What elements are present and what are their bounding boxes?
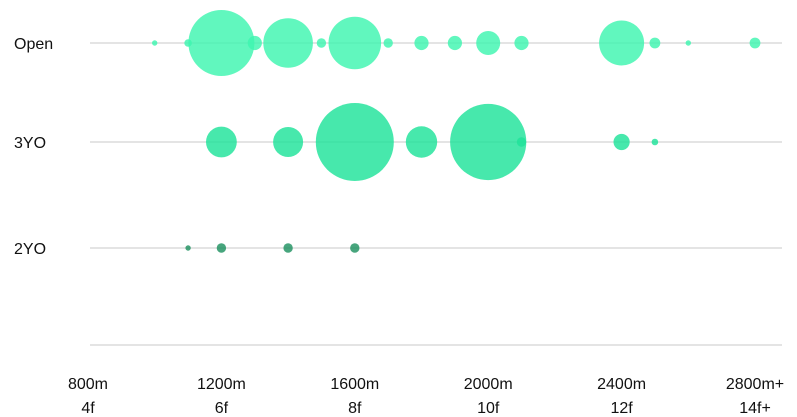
x-tick-label-meters: 1200m <box>197 376 246 393</box>
x-tick-label-furlongs: 14f+ <box>739 400 771 417</box>
x-tick-label-meters: 2400m <box>597 376 646 393</box>
x-tick-label-furlongs: 4f <box>81 400 95 417</box>
bubble-3yo-1200[interactable] <box>206 126 237 158</box>
bubble-open-1900[interactable] <box>447 35 462 51</box>
x-tick-label-furlongs: 12f <box>610 400 633 417</box>
row-label-open: Open <box>14 36 53 53</box>
bubble-3yo-1400[interactable] <box>273 127 304 157</box>
bubble-open-2100[interactable] <box>514 35 529 51</box>
row-label-2yo: 2YO <box>14 241 46 258</box>
bubble-2yo-1400[interactable] <box>283 243 293 253</box>
bubble-3yo-2400[interactable] <box>613 133 630 151</box>
x-tick-label-furlongs: 8f <box>348 400 362 417</box>
bubble-3yo-1600[interactable] <box>315 103 394 181</box>
bubble-3yo-1800[interactable] <box>405 126 438 158</box>
rows-layer: Open 3YO 2YO <box>14 36 782 258</box>
x-tick-label-meters: 2800m+ <box>726 376 784 393</box>
x-axis-ticks: 800m 4f 1200m 6f 1600m 8f 2000m 10f 2400m 12f 2800… <box>68 376 784 417</box>
x-tick-label-furlongs: 6f <box>215 400 229 417</box>
bubble-open-2600[interactable] <box>685 40 691 46</box>
bubble-open-1600[interactable] <box>328 16 382 70</box>
bubble-3yo-2100[interactable] <box>516 137 527 147</box>
bubbles-layer <box>152 10 761 253</box>
bubble-open-2500[interactable] <box>649 37 661 49</box>
bubble-open-2000[interactable] <box>476 31 501 55</box>
bubble-3yo-2000[interactable] <box>450 103 527 181</box>
bubble-open-1300[interactable] <box>247 35 262 51</box>
bubble-open-1700[interactable] <box>383 38 393 48</box>
bubble-open-1200[interactable] <box>188 10 255 76</box>
bubble-2yo-1600[interactable] <box>350 243 360 253</box>
bubble-open-2800[interactable] <box>749 37 761 49</box>
bubble-2yo-1200[interactable] <box>216 243 227 253</box>
x-tick-label-meters: 800m <box>68 376 108 393</box>
bubble-open-1400[interactable] <box>263 18 313 68</box>
bubble-open-2400[interactable] <box>599 20 645 66</box>
x-tick-label-meters: 2000m <box>464 376 513 393</box>
x-tick-label-meters: 1600m <box>330 376 379 393</box>
x-tick-label-furlongs: 10f <box>477 400 500 417</box>
bubble-2yo-1100[interactable] <box>185 245 191 251</box>
row-label-3yo: 3YO <box>14 135 46 152</box>
bubble-open-1500[interactable] <box>316 38 327 48</box>
bubble-open-1800[interactable] <box>414 35 429 51</box>
bubble-open-1000[interactable] <box>152 40 158 46</box>
bubble-3yo-2500[interactable] <box>651 138 659 146</box>
